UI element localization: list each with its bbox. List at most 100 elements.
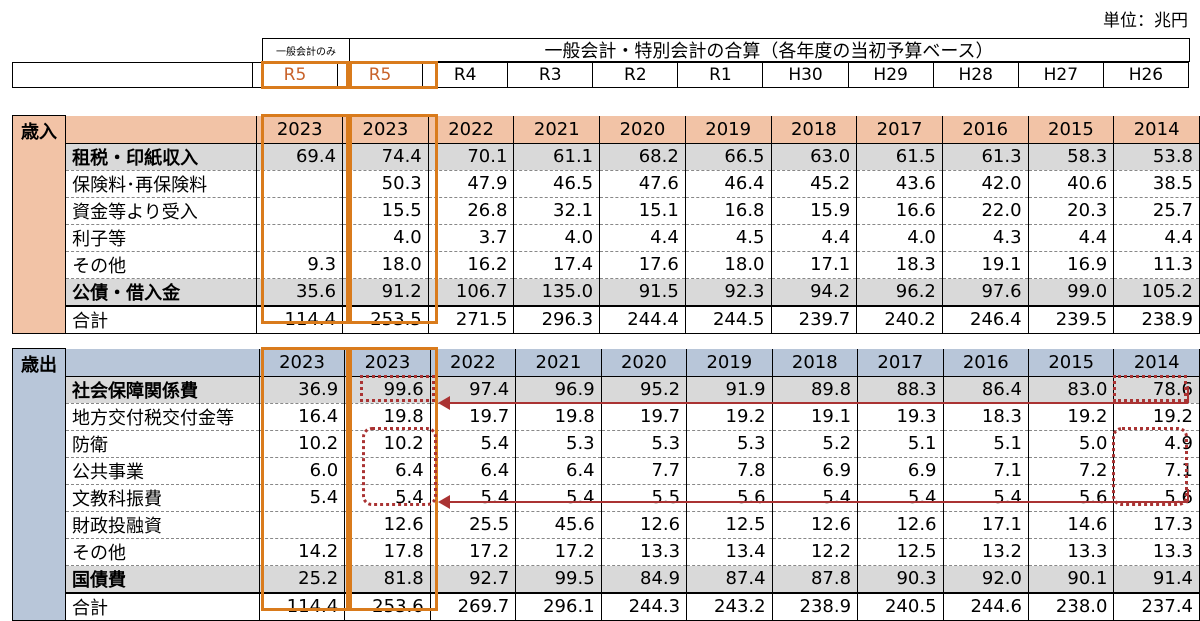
era-cell: R5 [253, 63, 339, 87]
row-label: 合計 [65, 591, 260, 621]
table-row: 地方交付税交付金等 16.4 19.8 19.7 19.8 19.7 19.2 19.1 19.… [13, 403, 1200, 431]
year-cell: 2023 [344, 348, 431, 377]
year-row: 歳入 2023 2023 2022 2021 2020 2019 2018 2017 2016 20… [11, 115, 1200, 334]
highlight-2023-combined-revenue [349, 114, 438, 324]
value-cell: 92.3 [685, 278, 772, 306]
year-row-blank [65, 348, 260, 377]
value-cell: 135.0 [513, 278, 601, 306]
value-cell: 6.9 [857, 457, 944, 485]
year-cell: 2022 [430, 348, 517, 377]
year-cell: 2017 [857, 348, 944, 377]
value-cell: 17.4 [513, 251, 601, 279]
value-cell: 90.3 [857, 565, 944, 593]
value-cell: 4.0 [342, 224, 429, 252]
era-cell: H30 [763, 63, 849, 87]
value-cell: 45.2 [771, 170, 858, 198]
year-cell: 2023 [259, 348, 346, 377]
value-cell: 38.5 [1113, 170, 1200, 198]
value-cell: 5.4 [515, 484, 602, 512]
value-cell: 7.8 [686, 457, 773, 485]
value-cell: 19.1 [772, 403, 859, 431]
value-cell: 89.8 [772, 376, 859, 404]
year-cell: 2015 [1028, 348, 1115, 377]
value-cell: 18.0 [685, 251, 772, 279]
value-cell: 19.2 [686, 403, 773, 431]
year-row: 歳出 2023 2023 2022 2021 2020 2019 2018 2017 2016 20… [11, 348, 1200, 621]
year-cell: 2017 [856, 115, 943, 144]
value-cell: 19.2 [1113, 403, 1200, 431]
value-cell: 18.0 [342, 251, 429, 279]
value-cell: 87.8 [772, 565, 859, 593]
value-cell: 12.6 [772, 511, 859, 539]
value-cell: 35.6 [256, 278, 344, 306]
table-row: その他 14.2 17.8 17.2 17.2 13.3 13.4 12.2 12.5 13.2 1… [13, 538, 1200, 566]
table-row: 公共事業 6.0 6.4 6.4 6.4 7.7 7.8 6.9 6.9 7.1 7.2 7.1 [13, 457, 1200, 485]
value-cell [256, 224, 344, 252]
value-cell: 97.6 [942, 278, 1029, 306]
value-cell: 16.8 [685, 197, 772, 225]
value-cell: 15.5 [342, 197, 429, 225]
year-cell: 2016 [943, 348, 1029, 377]
value-cell: 12.6 [857, 511, 944, 539]
row-label: 財政投融資 [65, 511, 260, 539]
value-cell: 5.4 [430, 430, 517, 458]
value-cell: 46.4 [685, 170, 772, 198]
value-cell: 5.0 [1028, 430, 1115, 458]
value-cell: 246.4 [942, 304, 1029, 334]
value-cell: 4.0 [513, 224, 601, 252]
value-cell: 6.0 [259, 457, 346, 485]
value-cell: 4.4 [599, 224, 686, 252]
section-label-revenue: 歳入 [11, 115, 67, 334]
value-cell: 5.5 [601, 484, 688, 512]
value-cell: 5.1 [943, 430, 1029, 458]
value-cell: 25.5 [430, 511, 517, 539]
value-cell: 25.7 [1113, 197, 1200, 225]
value-cell: 244.5 [685, 304, 772, 334]
year-cell: 2020 [601, 348, 688, 377]
value-cell: 36.9 [259, 376, 346, 404]
value-cell: 244.3 [601, 591, 688, 621]
value-cell: 114.4 [259, 591, 346, 621]
value-cell: 94.2 [771, 278, 858, 306]
value-cell: 16.2 [428, 251, 515, 279]
value-cell: 17.1 [943, 511, 1029, 539]
value-cell: 17.2 [430, 538, 517, 566]
value-cell: 19.2 [1028, 403, 1115, 431]
value-cell: 5.2 [772, 430, 859, 458]
value-cell: 97.4 [430, 376, 517, 404]
value-cell: 74.4 [342, 143, 429, 171]
marker-line-right-bottom [1187, 489, 1189, 502]
value-cell: 238.9 [1113, 304, 1200, 334]
value-cell: 15.1 [599, 197, 686, 225]
value-cell: 16.9 [1028, 251, 1115, 279]
value-cell: 13.3 [1028, 538, 1115, 566]
value-cell: 46.5 [513, 170, 601, 198]
value-cell: 87.4 [686, 565, 773, 593]
value-cell: 13.3 [601, 538, 688, 566]
value-cell [256, 197, 344, 225]
value-cell: 18.3 [856, 251, 943, 279]
row-label: その他 [65, 538, 260, 566]
value-cell: 14.2 [259, 538, 346, 566]
value-cell: 16.6 [856, 197, 943, 225]
value-cell: 5.6 [1028, 484, 1115, 512]
value-cell: 16.4 [259, 403, 346, 431]
value-cell: 84.9 [601, 565, 688, 593]
value-cell: 240.2 [856, 304, 943, 334]
year-cell: 2018 [772, 348, 859, 377]
table-row: 社会保障関係費 36.9 99.6 97.4 96.9 95.2 91.9 89.8 88.3 8… [13, 376, 1200, 404]
value-cell: 269.7 [430, 591, 517, 621]
value-cell: 19.8 [515, 403, 602, 431]
value-cell: 12.6 [344, 511, 431, 539]
value-cell: 6.9 [772, 457, 859, 485]
value-cell: 17.6 [599, 251, 686, 279]
value-cell: 5.6 [686, 484, 773, 512]
era-cell: R3 [508, 63, 594, 87]
value-cell: 13.3 [1113, 538, 1200, 566]
value-cell: 45.6 [515, 511, 602, 539]
year-cell: 2022 [428, 115, 515, 144]
era-cell: H27 [1019, 63, 1104, 87]
value-cell: 12.2 [772, 538, 859, 566]
value-cell [256, 170, 344, 198]
value-cell: 99.0 [1028, 278, 1115, 306]
